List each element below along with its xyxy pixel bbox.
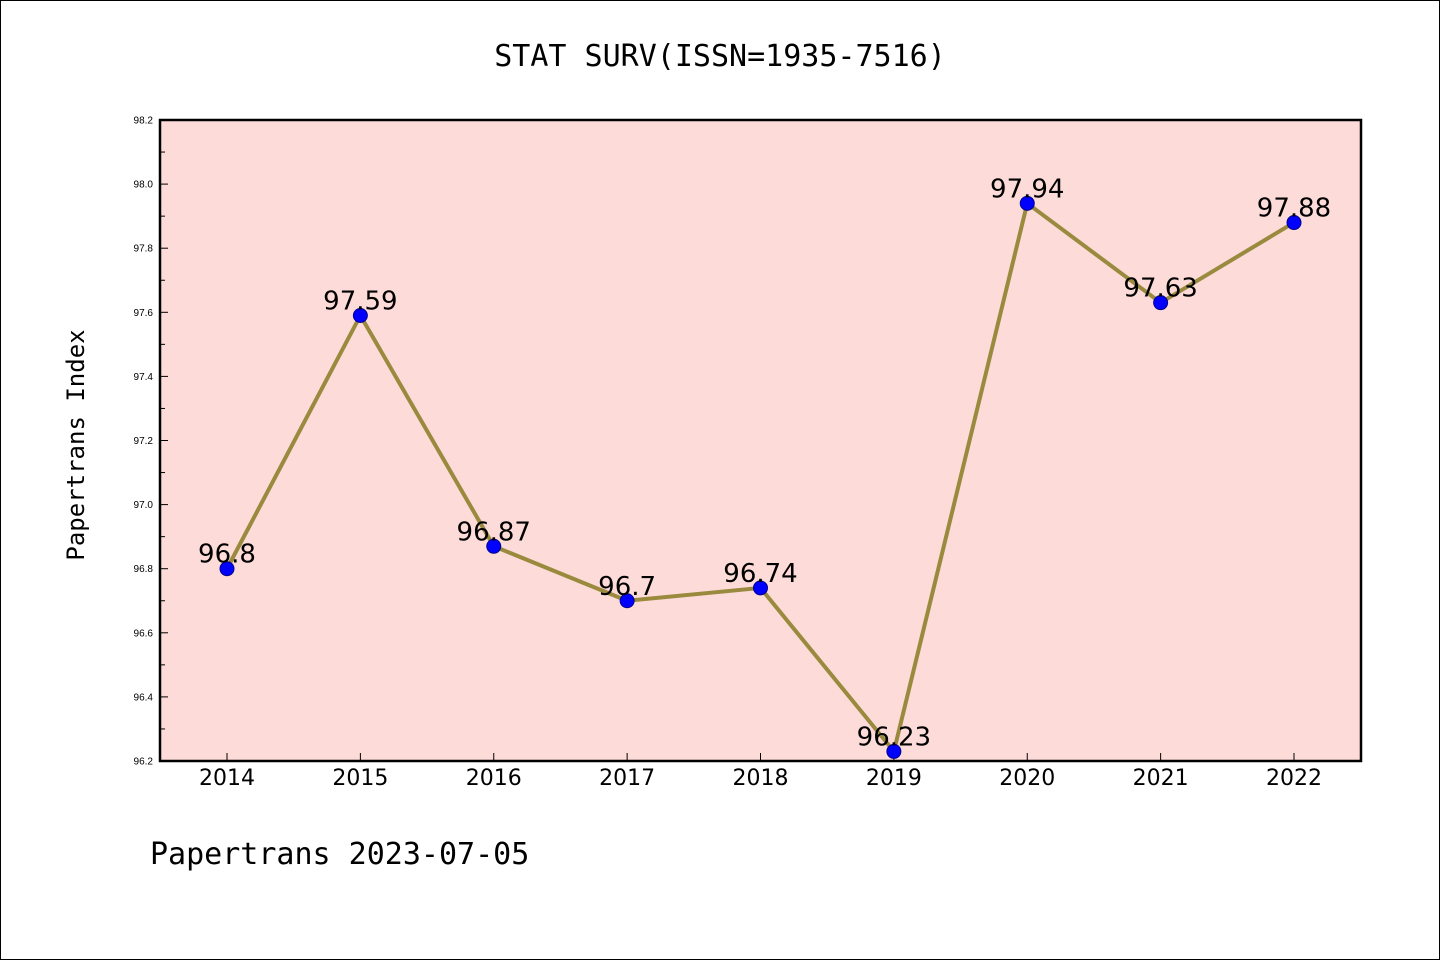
x-tick-label: 2020	[999, 766, 1055, 791]
x-tick-label: 2022	[1266, 766, 1322, 791]
x-tick-label: 2015	[332, 766, 388, 791]
y-tick-label: 97.2	[134, 436, 154, 447]
x-tick-label: 2018	[733, 766, 789, 791]
data-point	[352, 308, 368, 324]
data-label: 97.63	[1123, 274, 1197, 304]
chart-title: STAT SURV(ISSN=1935-7516)	[494, 39, 946, 74]
data-point	[219, 561, 235, 577]
x-tick-label: 2021	[1133, 766, 1189, 791]
y-axis-label: Papertrans Index	[62, 329, 90, 560]
y-tick-label: 97.6	[134, 308, 154, 319]
data-point	[619, 593, 635, 609]
data-label: 96.23	[857, 722, 931, 752]
y-tick-label: 96.4	[134, 692, 154, 703]
data-label: 96.8	[198, 540, 256, 570]
plot-area	[158, 118, 1363, 763]
y-axis: 96.2 96.4 96.6 96.8 97.0 97.2 97.4 97.6 97.8 98.0…	[134, 116, 168, 768]
data-label: 97.59	[323, 287, 397, 317]
y-tick-label: 98.2	[134, 116, 154, 127]
data-label: 97.94	[990, 174, 1064, 204]
data-label: 97.88	[1257, 194, 1331, 224]
y-tick-label: 97.0	[134, 500, 154, 511]
y-tick-label: 96.6	[134, 628, 154, 639]
footer-text: Papertrans 2023-07-05	[150, 837, 529, 872]
data-label: 96.7	[598, 572, 656, 602]
data-point	[1153, 295, 1169, 311]
data-point	[1286, 215, 1302, 231]
x-tick-label: 2017	[599, 766, 655, 791]
data-points	[219, 195, 1302, 759]
x-axis: 2014 2015 2016 2017 2018 2019 2020 2021 2022	[199, 753, 1322, 791]
data-point	[753, 580, 768, 596]
data-point	[1019, 195, 1035, 211]
data-label: 96.87	[457, 517, 531, 547]
y-tick-label: 96.8	[134, 564, 154, 575]
x-tick-label: 2016	[466, 766, 522, 791]
data-point	[886, 743, 902, 759]
x-tick-label: 2014	[199, 766, 255, 791]
y-tick-label: 98.0	[134, 180, 154, 191]
data-label: 96.74	[723, 559, 797, 589]
data-labels: 96.8 97.59 96.87 96.7 96.74 96.23 97.94 97.63 97…	[198, 174, 1331, 752]
y-tick-label: 97.8	[134, 244, 154, 255]
y-tick-label: 96.2	[134, 757, 154, 768]
data-point	[486, 538, 502, 554]
x-tick-label: 2019	[866, 766, 922, 791]
y-tick-label: 97.4	[134, 372, 154, 383]
